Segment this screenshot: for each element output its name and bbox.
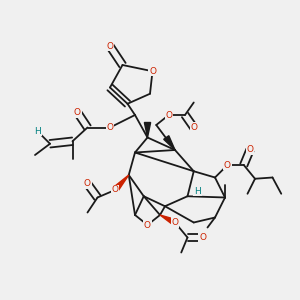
Text: O: O [144, 220, 151, 230]
Text: O: O [247, 146, 254, 154]
Polygon shape [113, 175, 129, 192]
Polygon shape [144, 122, 151, 137]
Text: O: O [112, 185, 118, 194]
Text: O: O [172, 218, 178, 227]
Text: O: O [149, 67, 156, 76]
Text: O: O [84, 179, 91, 188]
Text: O: O [106, 123, 113, 132]
Polygon shape [164, 136, 175, 150]
Text: O: O [106, 42, 113, 51]
Text: O: O [190, 123, 197, 132]
Text: O: O [224, 160, 231, 169]
Polygon shape [160, 215, 176, 225]
Text: H: H [194, 187, 201, 196]
Text: O: O [199, 233, 206, 242]
Text: O: O [74, 108, 81, 117]
Text: H: H [34, 127, 41, 136]
Text: O: O [165, 110, 172, 119]
